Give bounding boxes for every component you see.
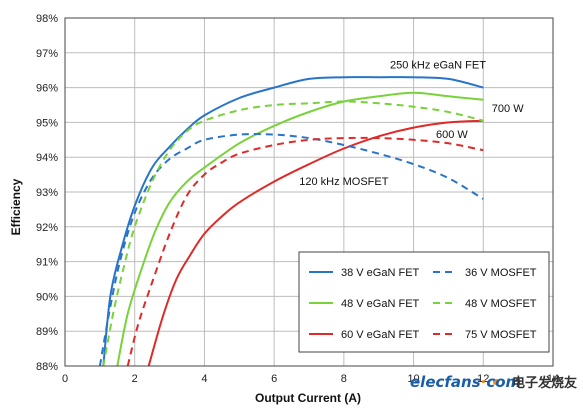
x-tick-label: 8: [341, 373, 347, 385]
legend-label: 60 V eGaN FET: [341, 329, 420, 341]
legend-label: 48 V MOSFET: [465, 298, 537, 310]
series-line-48-v-mosfet: [102, 100, 484, 367]
y-tick-label: 88%: [36, 361, 58, 373]
annotation-label: 700 W: [492, 103, 524, 115]
y-tick-label: 98%: [36, 13, 58, 25]
y-tick-labels: 88% 89% 90% 91% 92% 93% 94% 95% 96% 97% 98%: [36, 13, 58, 373]
x-tick-label: 6: [271, 373, 277, 385]
y-axis-title: Efficiency: [9, 178, 23, 235]
legend-label: 36 V MOSFET: [465, 267, 537, 279]
y-tick-label: 92%: [36, 222, 58, 234]
y-tick-label: 90%: [36, 291, 58, 303]
annotations: 250 kHz eGaN FET 700 W 600 W 120 kHz MOSFET: [299, 59, 524, 188]
y-tick-label: 89%: [36, 326, 58, 338]
watermark-chinese: 电子发烧友: [512, 375, 577, 391]
x-tick-label: 14: [547, 373, 559, 385]
x-tick-label: 10: [407, 373, 419, 385]
annotation-label: 120 kHz MOSFET: [299, 176, 389, 188]
x-tick-labels: 0 2 4 6 8 10 12 14: [62, 373, 559, 385]
x-axis-title: Output Current (A): [255, 391, 361, 405]
series-line-48-v-egan-fet: [116, 91, 484, 367]
x-tick-label: 4: [201, 373, 207, 385]
y-tick-label: 91%: [36, 257, 58, 269]
legend-box: [298, 251, 550, 353]
x-tick-label: 2: [132, 373, 138, 385]
y-tick-label: 94%: [36, 152, 58, 164]
series-line-60-v-egan-fet: [147, 119, 484, 367]
y-tick-label: 95%: [36, 117, 58, 129]
series-line-36-v-mosfet: [98, 133, 484, 367]
x-tick-label: 12: [477, 373, 489, 385]
series-lines: [98, 76, 484, 367]
watermark: elecfans·com 电子发烧友: [410, 373, 577, 391]
annotation-label: 600 W: [436, 129, 468, 141]
watermark-brand: elecfans·com: [410, 373, 521, 391]
legend-label: 38 V eGaN FET: [341, 267, 420, 279]
y-tick-label: 97%: [36, 48, 58, 60]
series-line-38-v-egan-fet: [102, 76, 484, 367]
annotation-label: 250 kHz eGaN FET: [390, 59, 486, 71]
x-tick-label: 0: [62, 373, 68, 385]
y-tick-label: 96%: [36, 83, 58, 95]
plot-border: [64, 17, 554, 367]
legend: 38 V eGaN FET 48 V eGaN FET 60 V eGaN FET 3…: [298, 251, 550, 353]
y-tick-label: 93%: [36, 187, 58, 199]
legend-label: 75 V MOSFET: [465, 329, 537, 341]
series-line-75-v-mosfet: [126, 136, 484, 367]
legend-label: 48 V eGaN FET: [341, 298, 420, 310]
watermark-dot-icon: [493, 379, 499, 385]
